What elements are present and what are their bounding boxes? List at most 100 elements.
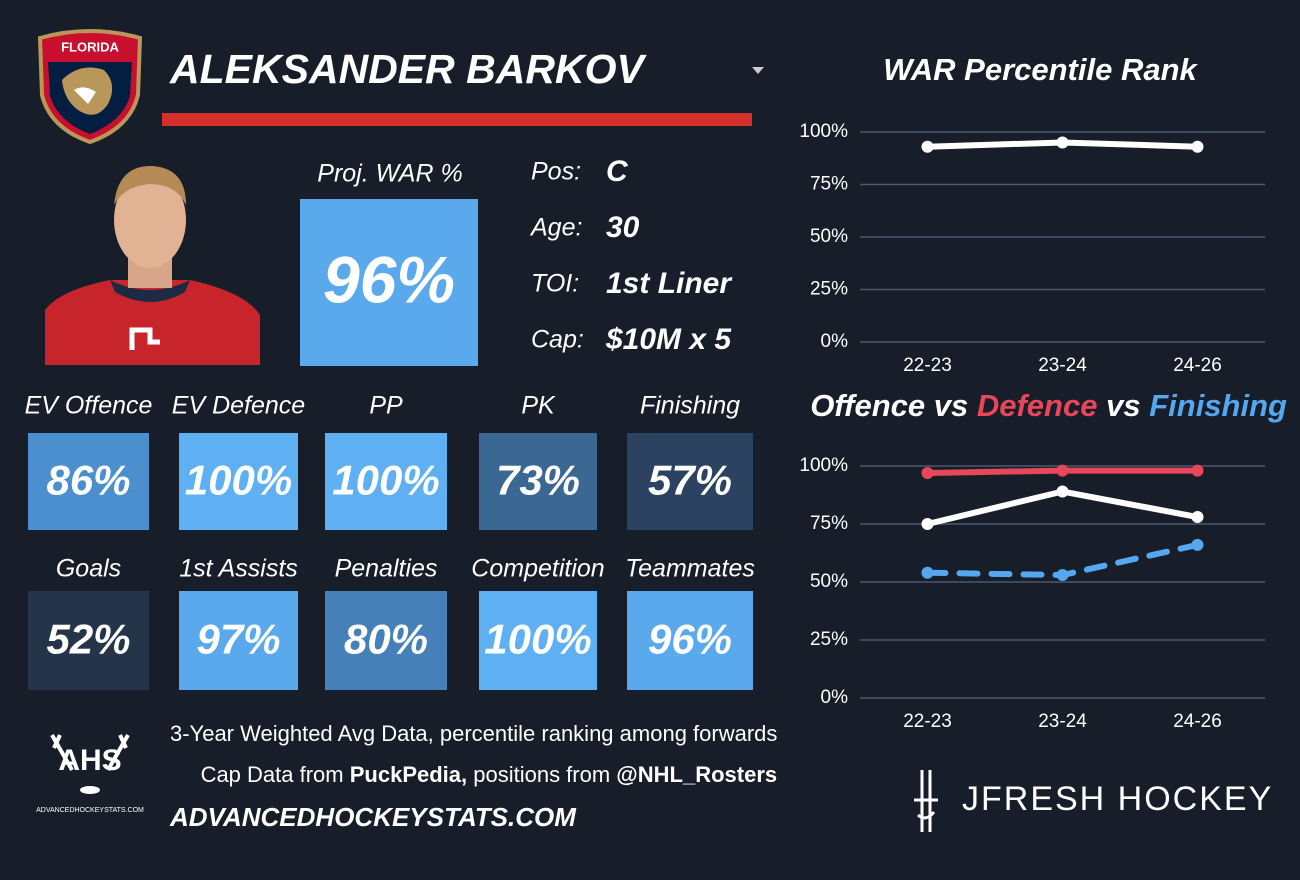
x-tick-label: 23-24 [1038,711,1087,732]
data-point [921,566,934,579]
tile-value: 57% [648,457,732,504]
data-point [1056,485,1069,498]
ahs-logo-site: ADVANCEDHOCKEYSTATS.COM [36,807,144,814]
tile-label: Competition [471,555,604,583]
info-label: Age: [529,214,582,242]
info-label: TOI: [531,270,579,298]
tile-value: 96% [648,616,732,663]
footer-site[interactable]: ADVANCEDHOCKEYSTATS.COM [169,802,577,832]
y-tick-label: 75% [810,174,848,195]
ahs-logo-text: AHS [58,744,121,777]
data-point [921,140,934,153]
footer-note: 3-Year Weighted Avg Data, percentile ran… [170,721,777,746]
data-point [1191,140,1204,153]
tile-value: 73% [496,457,580,504]
footer-source-part: positions from [467,762,616,787]
x-tick-label: 22-23 [903,355,952,376]
tile-value: 52% [46,616,130,663]
tile-box [479,591,597,690]
data-point [1056,136,1069,149]
footer-sources: Cap Data from PuckPedia, positions from … [170,762,795,787]
data-point [921,518,934,530]
y-tick-label: 100% [799,121,848,142]
title-separator: vs [1106,388,1140,423]
tile-box [28,433,149,530]
tile-label: PP [369,392,403,420]
title-separator [925,388,934,423]
tile-label: EV Offence [25,392,153,420]
y-tick-label: 75% [810,513,848,534]
chart-title: Offence vs Defence vs Finishing [767,388,1300,423]
y-tick-label: 0% [821,331,849,352]
legend-entry: Defence [977,388,1098,423]
footer-source-part: @NHL_Rosters [616,762,777,787]
tile-box [325,591,447,690]
data-point [1191,511,1204,524]
data-point [1191,464,1204,477]
legend-entry: Finishing [1149,388,1287,423]
tile-value: 100% [185,457,292,504]
projection-value: 96% [323,242,455,316]
tile-label: Finishing [640,392,740,420]
footer-source-part: Cap Data from [201,762,350,787]
tile-box [627,433,753,530]
chart-title: WAR Percentile Rank [883,52,1198,87]
info-value: 30 [606,211,640,244]
y-tick-label: 25% [810,629,848,650]
tile-box [627,591,753,690]
footer-source-part: PuckPedia, [350,762,467,787]
x-tick-label: 22-23 [903,711,952,732]
tile-box [479,433,597,530]
tile-label: EV Defence [172,392,305,420]
x-tick-label: 24-26 [1173,355,1222,376]
x-tick-label: 23-24 [1038,355,1087,376]
info-value: 1st Liner [606,267,733,300]
team-logo-text: FLORIDA [61,39,119,54]
tile-label: Goals [56,555,121,583]
tile-value: 97% [196,616,280,663]
tile-value: 80% [344,616,428,663]
tile-label: Penalties [335,555,438,583]
player-photo [45,165,260,365]
y-tick-label: 100% [799,455,848,476]
brand-text: JFRESH HOCKEY [962,780,1273,818]
title-separator: vs [934,388,968,423]
data-point [1056,569,1069,582]
info-value: $10M x 5 [605,323,732,356]
data-point [1191,538,1204,551]
legend-entry: Offence [810,388,925,423]
y-tick-label: 50% [810,571,848,592]
title-separator [1141,388,1150,423]
info-label: Pos: [531,158,581,186]
title-separator [1097,388,1106,423]
team-logo: FLORIDA [37,29,143,145]
tile-box [325,433,447,530]
projection-label: Proj. WAR % [317,160,462,188]
info-value: C [606,155,629,188]
dropdown-arrow[interactable] [752,67,764,74]
tile-label: 1st Assists [179,555,298,583]
title-separator [968,388,977,423]
player-name: ALEKSANDER BARKOV [169,46,647,92]
brand-logo: JFRESH HOCKEY [914,770,1273,832]
data-point [1056,464,1069,477]
name-underline [162,113,752,126]
tile-label: PK [521,392,556,420]
x-tick-label: 24-26 [1173,711,1222,732]
info-label: Cap: [531,326,584,354]
ahs-logo: AHS ADVANCEDHOCKEYSTATS.COM [36,734,144,814]
tile-box [28,591,149,690]
y-tick-label: 25% [810,279,848,300]
tile-value: 86% [46,457,130,504]
tile-label: Teammates [625,555,755,583]
y-tick-label: 50% [810,226,848,247]
tile-box [179,591,298,690]
tile-value: 100% [484,616,591,663]
tile-box [179,433,298,530]
tile-value: 100% [332,457,439,504]
projection-box [300,199,478,366]
y-tick-label: 0% [821,687,849,708]
data-point [921,466,934,479]
